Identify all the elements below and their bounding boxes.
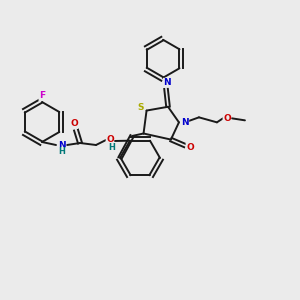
Text: O: O	[70, 119, 78, 128]
Text: O: O	[186, 143, 194, 152]
Text: O: O	[223, 114, 231, 123]
Text: O: O	[106, 136, 114, 145]
Text: F: F	[39, 92, 45, 100]
Text: N: N	[58, 140, 66, 149]
Text: N: N	[163, 78, 171, 87]
Text: S: S	[137, 103, 144, 112]
Text: H: H	[58, 148, 65, 157]
Text: N: N	[181, 118, 189, 127]
Text: H: H	[109, 142, 116, 152]
